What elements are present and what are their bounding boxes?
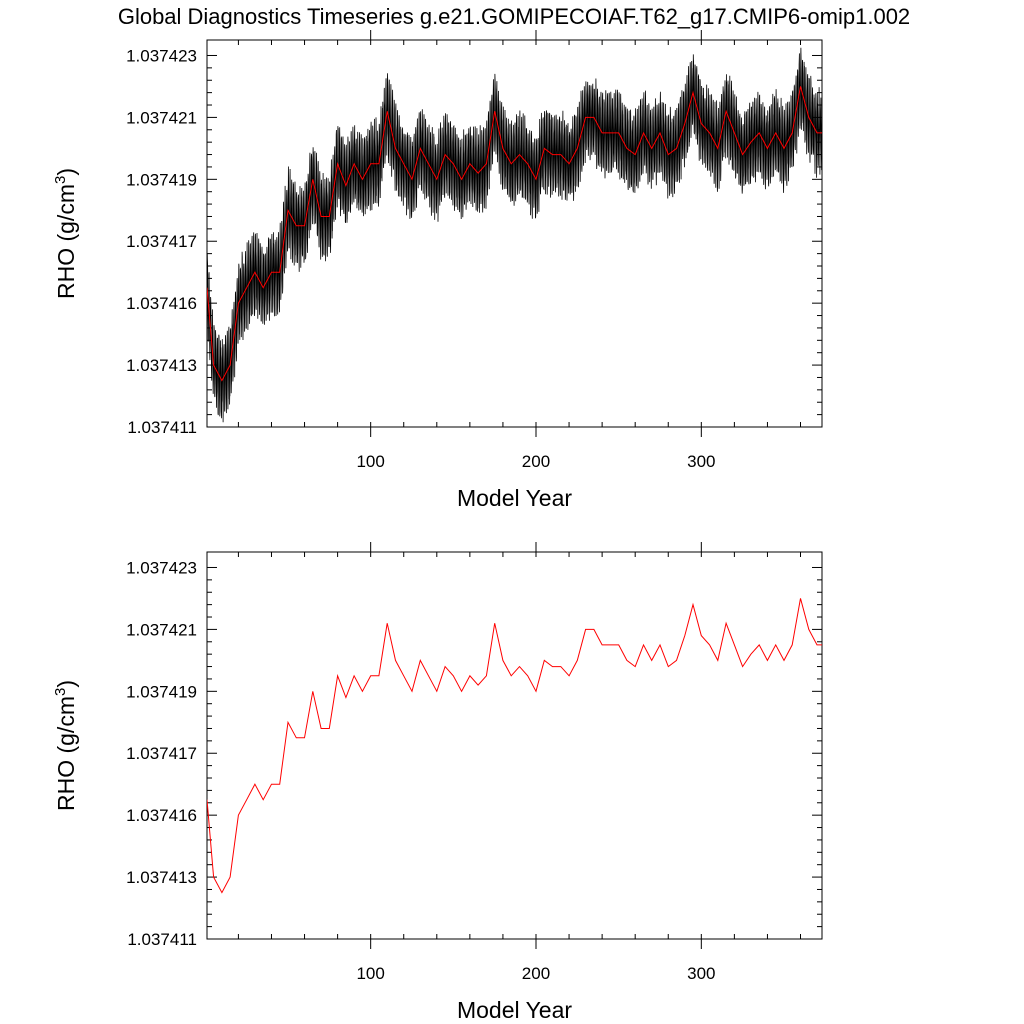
y-tick-label: 1.037423 xyxy=(126,558,197,577)
x-tick-label: 300 xyxy=(687,452,715,471)
x-tick-label: 200 xyxy=(522,964,550,983)
series-line-annual xyxy=(207,598,822,894)
y-tick-label: 1.037423 xyxy=(126,46,197,65)
x-axis-label: Model Year xyxy=(457,997,572,1023)
y-tick-label: 1.037411 xyxy=(127,930,197,949)
plot-area xyxy=(207,47,822,423)
plot-area xyxy=(207,598,822,894)
y-tick-label: 1.037416 xyxy=(126,806,197,825)
y-tick-label: 1.037419 xyxy=(126,682,197,701)
x-tick-label: 100 xyxy=(356,964,384,983)
x-axis-label: Model Year xyxy=(457,485,572,511)
y-tick-label: 1.037419 xyxy=(126,170,197,189)
x-tick-label: 100 xyxy=(356,452,384,471)
x-tick-label: 200 xyxy=(522,452,550,471)
y-axis-label: RHO (g/cm3) xyxy=(52,680,79,811)
y-tick-label: 1.037421 xyxy=(126,620,197,639)
x-tick-label: 300 xyxy=(687,964,715,983)
y-tick-label: 1.037417 xyxy=(126,744,197,763)
y-tick-label: 1.037411 xyxy=(127,418,197,437)
y-tick-label: 1.037417 xyxy=(126,232,197,251)
y-tick-label: 1.037413 xyxy=(126,868,197,887)
y-axis-label: RHO (g/cm3) xyxy=(52,168,79,299)
figure-title: Global Diagnostics Timeseries g.e21.GOMI… xyxy=(118,4,910,29)
y-tick-label: 1.037416 xyxy=(126,294,197,313)
plot-frame xyxy=(206,551,823,940)
series-line-annual xyxy=(207,86,822,382)
series-line-monthly xyxy=(207,47,822,423)
y-tick-label: 1.037413 xyxy=(126,356,197,375)
bottom-panel: 100 200 300 1.037411 1.037413 1.037416 1.03741… xyxy=(52,542,823,1023)
top-panel: 100 200 300 1.037411 1.037413 1.037416 1.03741… xyxy=(52,30,823,511)
plot-frame xyxy=(206,39,823,428)
y-tick-label: 1.037421 xyxy=(126,108,197,127)
